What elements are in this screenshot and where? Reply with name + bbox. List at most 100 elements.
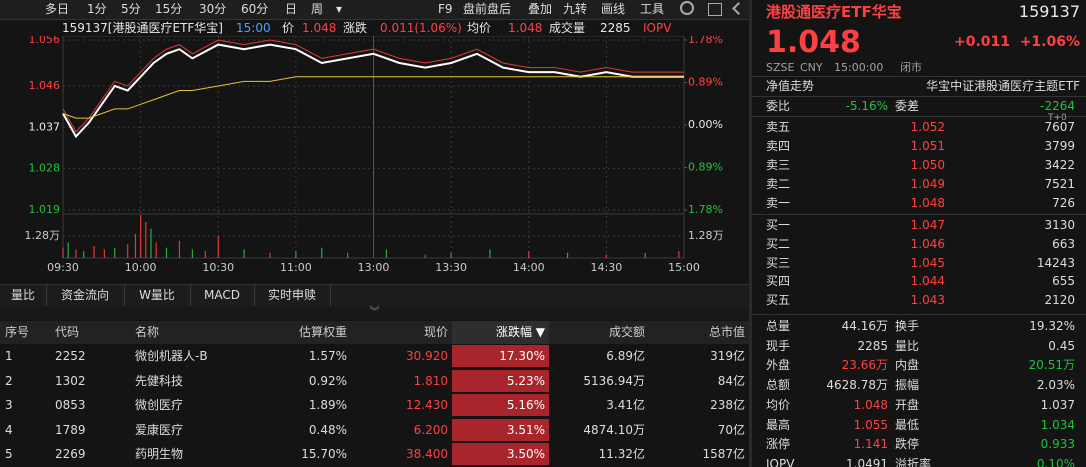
book-level: 买三 xyxy=(766,255,791,270)
table-cell: 5.23% xyxy=(506,373,545,388)
table-cell[interactable]: 微创机器人-B xyxy=(135,349,208,363)
nav-link[interactable]: 净值走势 xyxy=(766,79,815,93)
table-header[interactable]: 现价 xyxy=(423,325,448,339)
volume-bar xyxy=(140,215,142,258)
toolbar-button[interactable]: F9 xyxy=(438,2,453,16)
toolbar-button[interactable]: 15分 xyxy=(155,2,183,16)
volume-bar xyxy=(150,228,152,258)
stat-value: 1.0491 xyxy=(846,456,888,467)
table-header[interactable]: 名称 xyxy=(135,325,160,339)
volume-bar xyxy=(347,252,349,258)
sep xyxy=(752,314,1086,315)
table-cell: 2269 xyxy=(55,447,86,461)
toolbar-button[interactable]: 60分 xyxy=(241,2,269,16)
volume-bar xyxy=(67,242,69,258)
stat-value: 19.32% xyxy=(1029,319,1075,333)
table-header[interactable]: 涨跌幅 ▼ xyxy=(495,325,545,339)
y2-tick-label: 1.78% xyxy=(688,36,723,46)
table-cell: 0.92% xyxy=(308,373,347,388)
table-cell[interactable]: 爱康医疗 xyxy=(135,422,184,437)
toolbar-button[interactable]: 画线 xyxy=(601,2,626,16)
tab[interactable]: 资金流向 xyxy=(60,288,110,302)
table-cell: 319亿 xyxy=(710,349,745,363)
table-header[interactable]: 估算权重 xyxy=(298,325,347,339)
book-level: 买四 xyxy=(766,274,791,289)
chart-header-volume-label: 成交量 xyxy=(549,21,586,35)
tab[interactable]: W量比 xyxy=(139,288,175,302)
stat-label: 最低 xyxy=(895,417,920,432)
x-tick-label: 15:00 xyxy=(668,261,700,274)
volume-bar xyxy=(644,252,646,258)
book-volume: 2120 xyxy=(1044,293,1075,308)
x-tick-label: 13:30 xyxy=(435,261,467,274)
table-cell: 1.89% xyxy=(308,398,347,412)
divider xyxy=(749,0,752,467)
window-icon[interactable] xyxy=(708,3,722,16)
stat-value: 1.034 xyxy=(1040,417,1075,432)
toolbar-button[interactable]: 5分 xyxy=(121,2,141,16)
volume-bar xyxy=(165,247,168,258)
tab[interactable]: 实时申赎 xyxy=(267,288,317,302)
volume-bar xyxy=(75,249,77,258)
toolbar-button[interactable]: 盘前盘后 xyxy=(463,2,512,16)
stat-value: 4628.78万 xyxy=(826,378,888,393)
toolbar-button[interactable]: 叠加 xyxy=(528,2,553,16)
tab[interactable]: MACD xyxy=(204,288,240,302)
collapse-row: ︾ xyxy=(0,307,749,319)
stat-label: 开盘 xyxy=(895,397,920,412)
chart-header-iopv-label: IOPV xyxy=(643,21,672,35)
table-cell: 1789 xyxy=(55,422,86,437)
table-cell[interactable]: 先健科技 xyxy=(135,373,184,388)
book-volume: 14243 xyxy=(1036,255,1075,270)
book-price: 1.050 xyxy=(910,158,945,172)
table-cell: 17.30% xyxy=(499,349,545,363)
table-header[interactable]: 代码 xyxy=(55,325,80,339)
table-header-bg xyxy=(0,321,749,344)
tab-divider xyxy=(254,285,255,306)
toolbar-button[interactable]: 1分 xyxy=(87,2,107,16)
toolbar-button[interactable]: 工具 xyxy=(640,2,665,16)
table-header[interactable]: 总市值 xyxy=(708,325,745,339)
toolbar-button[interactable]: 30分 xyxy=(199,2,227,16)
toolbar-button[interactable]: 多日 xyxy=(45,2,70,16)
toolbar-button[interactable]: 日 xyxy=(285,2,298,16)
volume-bar xyxy=(155,242,157,258)
book-volume: 726 xyxy=(1052,196,1075,210)
table-cell[interactable]: 微创医疗 xyxy=(135,398,184,412)
table-header[interactable]: 成交额 xyxy=(608,325,645,339)
volume-bar xyxy=(204,251,206,258)
sep xyxy=(752,76,1086,77)
chart-header-change-label: 涨跌 xyxy=(343,21,368,35)
table-cell: 30.920 xyxy=(406,349,448,363)
chart-header-code-name: 159137[港股通医疗ETF华宝] xyxy=(62,21,223,35)
settings-icon[interactable] xyxy=(680,1,694,15)
toolbar-button[interactable]: 周 xyxy=(311,2,324,16)
x-tick-label: 14:30 xyxy=(591,261,623,274)
toolbar-button[interactable]: 九转 xyxy=(563,2,588,16)
table-cell: 6.200 xyxy=(413,422,448,437)
table-cell: 0853 xyxy=(55,398,86,412)
index-name: 华宝中证港股通医疗主题ETF xyxy=(926,79,1080,93)
toolbar-button[interactable]: ▾ xyxy=(336,2,343,16)
fund-name: 港股通医疗ETF华宝 xyxy=(766,2,902,21)
stat-value: 0.933 xyxy=(1040,437,1075,452)
table-cell[interactable]: 药明生物 xyxy=(135,447,184,461)
tab-divider xyxy=(46,285,47,306)
intraday-chart: 1.056 1.046 1.037 1.028 1.019 1.78% 0.89% 0.00%… xyxy=(25,36,724,274)
y2-tick-label: 1.28万 xyxy=(688,229,724,242)
stat-value: 20.51万 xyxy=(1028,358,1075,373)
bid-diff-label: 委差 xyxy=(895,99,920,113)
table-cell: 5 xyxy=(5,447,13,461)
stat-label: 总量 xyxy=(766,319,791,333)
volume-bar xyxy=(269,252,271,258)
table-header[interactable]: 序号 xyxy=(5,325,30,339)
book-volume: 663 xyxy=(1052,236,1075,251)
volume-bar xyxy=(127,244,129,258)
tab[interactable]: 量比 xyxy=(10,288,36,302)
book-volume: 655 xyxy=(1052,274,1075,289)
stat-value: 23.66万 xyxy=(841,358,888,373)
stat-value: 1.037 xyxy=(1040,397,1075,412)
volume-bar xyxy=(243,249,245,258)
tab-divider xyxy=(330,285,331,306)
book-volume: 3422 xyxy=(1044,158,1075,172)
